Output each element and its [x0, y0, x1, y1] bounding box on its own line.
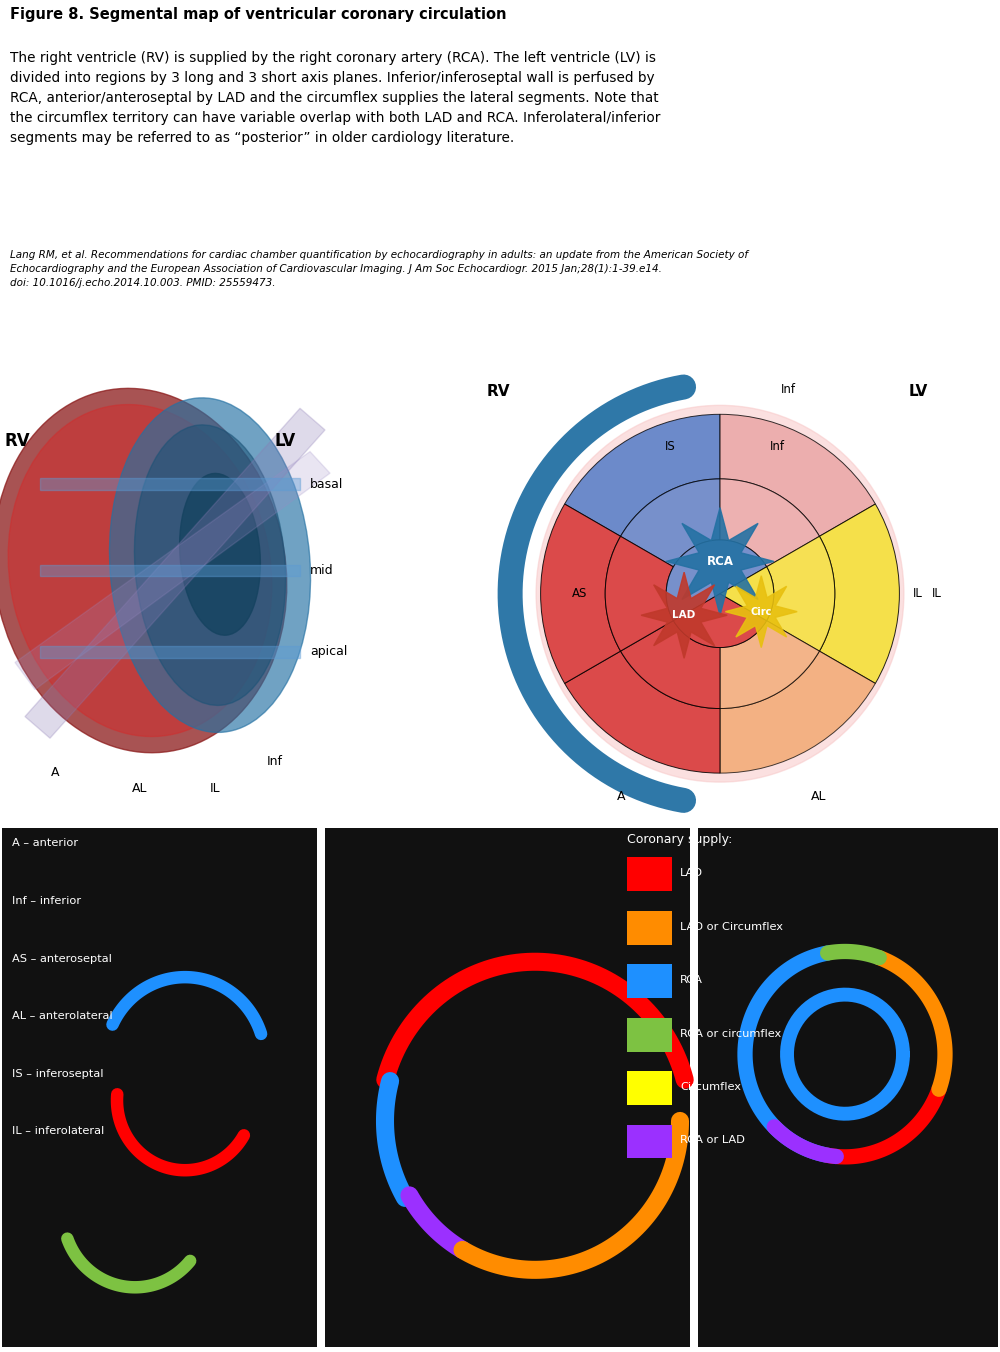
- Wedge shape: [565, 414, 720, 537]
- Text: IL: IL: [912, 587, 922, 600]
- Bar: [627, 911, 672, 945]
- Text: Inf: Inf: [267, 756, 283, 768]
- Text: LAD: LAD: [680, 868, 703, 879]
- FancyArrow shape: [40, 646, 300, 657]
- Text: RV: RV: [487, 384, 510, 399]
- Text: AS: AS: [572, 587, 588, 600]
- Text: The right ventricle (RV) is supplied by the right coronary artery (RCA). The lef: The right ventricle (RV) is supplied by …: [10, 50, 660, 145]
- FancyArrow shape: [40, 479, 300, 489]
- Wedge shape: [673, 594, 767, 648]
- Text: basal: basal: [310, 477, 343, 491]
- Text: RCA: RCA: [706, 554, 734, 568]
- Text: IS – inferoseptal: IS – inferoseptal: [12, 1068, 104, 1079]
- Text: AL: AL: [132, 783, 148, 795]
- Ellipse shape: [0, 388, 287, 753]
- Text: LV: LV: [275, 433, 296, 450]
- Text: mid: mid: [310, 564, 334, 577]
- Ellipse shape: [109, 397, 311, 733]
- Wedge shape: [541, 504, 621, 683]
- Wedge shape: [720, 621, 819, 708]
- Text: Coronary supply:: Coronary supply:: [627, 833, 732, 846]
- Wedge shape: [621, 479, 720, 566]
- Text: A: A: [617, 790, 626, 803]
- Text: Inf: Inf: [770, 441, 785, 453]
- Text: IL: IL: [210, 783, 220, 795]
- Wedge shape: [720, 566, 774, 621]
- Text: IS: IS: [664, 441, 675, 453]
- Text: RV: RV: [5, 433, 31, 450]
- Text: Figure 8. Segmental map of ventricular coronary circulation: Figure 8. Segmental map of ventricular c…: [10, 7, 507, 22]
- Ellipse shape: [8, 404, 272, 737]
- Text: AL: AL: [811, 790, 826, 803]
- Polygon shape: [25, 408, 325, 738]
- Polygon shape: [666, 507, 774, 615]
- Text: LAD or Circumflex: LAD or Circumflex: [680, 922, 783, 932]
- Text: A: A: [51, 767, 59, 779]
- Text: AL – anterolateral: AL – anterolateral: [12, 1011, 113, 1021]
- Text: LV: LV: [908, 384, 928, 399]
- Text: apical: apical: [310, 645, 347, 658]
- Ellipse shape: [536, 406, 904, 781]
- Text: RCA or LAD: RCA or LAD: [680, 1136, 745, 1145]
- Text: LAD: LAD: [672, 610, 696, 621]
- Wedge shape: [605, 537, 673, 652]
- Text: Circ: Circ: [751, 607, 772, 617]
- Text: IL – inferolateral: IL – inferolateral: [12, 1126, 104, 1136]
- Wedge shape: [767, 537, 835, 652]
- Polygon shape: [641, 572, 727, 658]
- Text: A – anterior: A – anterior: [12, 838, 78, 849]
- Wedge shape: [720, 479, 819, 566]
- Text: AS – anteroseptal: AS – anteroseptal: [12, 953, 112, 964]
- Bar: [627, 857, 672, 891]
- FancyArrow shape: [40, 565, 300, 576]
- Text: Circumflex: Circumflex: [680, 1082, 741, 1092]
- Text: Inf: Inf: [781, 383, 796, 396]
- Text: IL: IL: [932, 587, 942, 600]
- Bar: [627, 1018, 672, 1052]
- Polygon shape: [725, 576, 797, 648]
- Bar: [627, 1125, 672, 1159]
- Ellipse shape: [180, 473, 260, 635]
- Wedge shape: [720, 414, 875, 537]
- Bar: [698, 829, 998, 1347]
- Text: RCA: RCA: [680, 975, 703, 986]
- Wedge shape: [720, 652, 875, 773]
- Wedge shape: [819, 504, 899, 683]
- Bar: [627, 964, 672, 998]
- Text: RCA or circumflex: RCA or circumflex: [680, 1029, 781, 1038]
- Ellipse shape: [134, 425, 286, 706]
- Wedge shape: [565, 652, 720, 773]
- Bar: [325, 829, 690, 1347]
- Polygon shape: [15, 452, 330, 690]
- Bar: [627, 1071, 672, 1105]
- Text: Inf – inferior: Inf – inferior: [12, 896, 81, 906]
- Wedge shape: [621, 621, 720, 708]
- Wedge shape: [666, 539, 767, 621]
- Text: Lang RM, et al. Recommendations for cardiac chamber quantification by echocardio: Lang RM, et al. Recommendations for card…: [10, 250, 748, 288]
- Bar: [2, 829, 317, 1347]
